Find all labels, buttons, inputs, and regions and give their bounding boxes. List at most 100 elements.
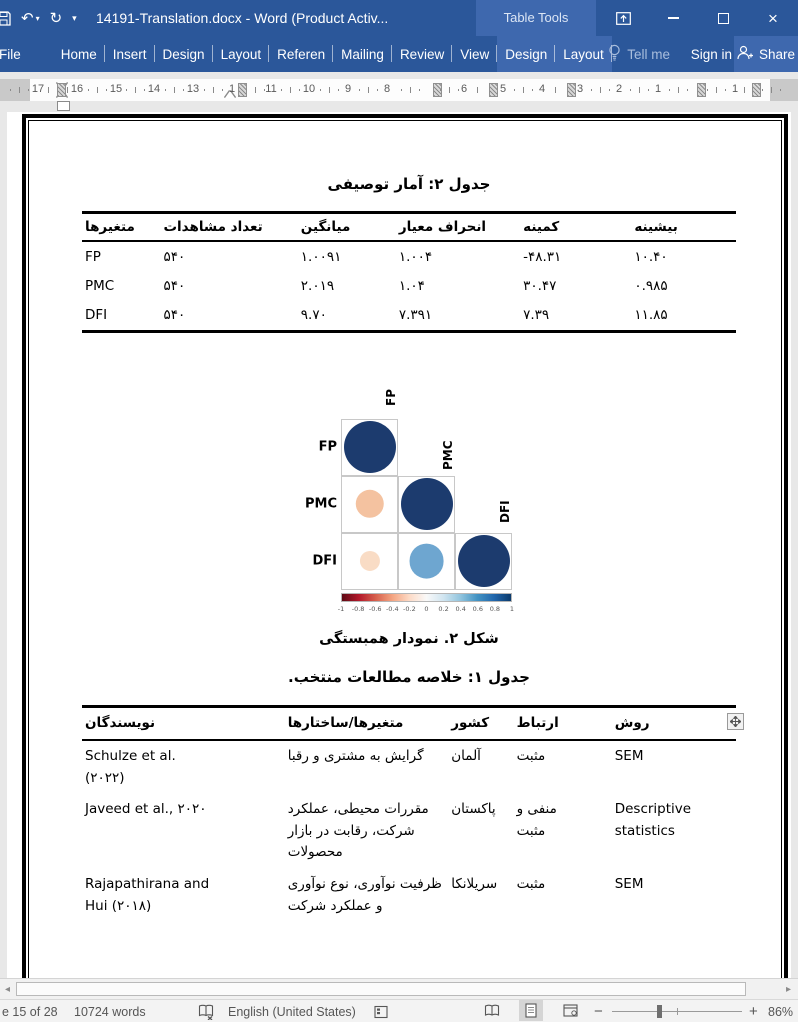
share-button[interactable]: Share (734, 36, 798, 72)
column-header: متغیرها (85, 219, 135, 235)
tab-home[interactable]: Home (53, 36, 105, 72)
table2-title: جدول ۲: آمار توصیفی (327, 175, 491, 193)
table-tools-label: Table Tools (476, 0, 596, 36)
page-content: جدول ۲: آمار توصیفی متغیرها تعداد مشاهدات… (29, 121, 781, 1020)
colorbar-tick: -0.2 (403, 604, 416, 613)
left-indent-marker[interactable] (57, 101, 70, 111)
undo-icon[interactable]: ↶ ▾ (21, 10, 40, 27)
ruler-dot (457, 89, 459, 91)
tell-me-box[interactable]: Tell me (608, 36, 670, 72)
read-mode-view-icon[interactable] (480, 1000, 504, 1021)
ruler-dot (725, 89, 726, 91)
table-cell: SEM (614, 748, 644, 765)
table-cell: FP (85, 248, 101, 265)
ruler-tick (212, 87, 214, 93)
ribbon-tab-row: File Home Insert Design Layout Referen M… (0, 36, 798, 72)
save-icon[interactable] (0, 10, 11, 26)
table-column-marker[interactable] (567, 83, 576, 97)
table-cell: ۱.۰۰۹۱ (300, 248, 342, 265)
proofing-errors-icon[interactable] (198, 1000, 214, 1022)
tab-design[interactable]: Design (155, 36, 213, 72)
table-cell: آلمان (451, 748, 481, 765)
corr-row-label: PMC (304, 496, 337, 512)
redo-icon[interactable]: ↻ (49, 10, 63, 27)
table-column-marker[interactable] (433, 83, 442, 97)
ruler-number: 8 (383, 83, 391, 95)
table-cell: ۳۰.۴۷ (523, 278, 557, 294)
horizontal-scrollbar[interactable]: ◂ ▸ (0, 978, 798, 999)
window-controls: × (598, 0, 798, 36)
document-page[interactable]: جدول ۲: آمار توصیفی متغیرها تعداد مشاهدات… (7, 112, 791, 1021)
qat-customize-icon[interactable]: ▾ (72, 12, 77, 23)
tab-file[interactable]: File (0, 46, 21, 62)
close-icon[interactable]: × (768, 8, 778, 28)
ruler-dot (629, 89, 631, 91)
table-move-handle-icon[interactable] (727, 713, 744, 730)
colorbar-legend (341, 592, 512, 602)
column-header: ارتباط (516, 714, 559, 731)
scroll-left-icon[interactable]: ◂ (4, 984, 11, 995)
table-cell: مثبت (516, 748, 546, 765)
table-cell: ۱.۰۰۴ (398, 248, 433, 265)
ruler-number: 3 (576, 83, 584, 95)
table-cell: ۵۴۰ (163, 248, 186, 265)
word-count-status[interactable]: 10724 words (74, 1004, 146, 1019)
tab-table-design[interactable]: Design (497, 36, 556, 72)
ruler-tick (522, 87, 524, 93)
tab-mailings[interactable]: Mailing (333, 36, 392, 72)
page-border-outer: جدول ۲: آمار توصیفی متغیرها تعداد مشاهدات… (22, 114, 788, 1021)
page-border-inner: جدول ۲: آمار توصیفی متغیرها تعداد مشاهدات… (28, 120, 782, 1021)
language-status[interactable]: English (United States) (228, 1004, 356, 1019)
ruler-dot (263, 89, 265, 91)
ruler-tick (135, 87, 136, 93)
ruler-number: 16 (70, 83, 84, 95)
ribbon-display-options-icon[interactable] (598, 0, 648, 36)
tab-references[interactable]: Referen (269, 36, 334, 72)
scroll-right-icon[interactable]: ▸ (785, 984, 792, 995)
ruler-dot (245, 89, 247, 91)
corr-cell (341, 418, 398, 476)
tab-insert[interactable]: Insert (105, 36, 155, 72)
zoom-out-icon[interactable]: − (594, 1003, 603, 1020)
table-column-marker[interactable] (697, 83, 706, 97)
indent-marker[interactable] (225, 91, 235, 98)
sign-in-button[interactable]: Sign in (690, 46, 732, 62)
title-bar: ↶ ▾ ↻ ▾ 14191-Translation.docx - Word (Pr… (0, 0, 798, 36)
maximize-icon[interactable] (698, 0, 748, 36)
column-header: کشور (451, 714, 490, 731)
tab-table-layout[interactable]: Layout (555, 36, 612, 72)
ruler-dot (419, 89, 420, 91)
corr-circle (355, 489, 384, 519)
corr-cell (398, 532, 455, 590)
ruler-dot (647, 89, 649, 91)
page-number-status[interactable]: e 15 of 28 (2, 1004, 58, 1019)
zoom-in-icon[interactable]: + (749, 1003, 758, 1020)
column-header: روش (614, 714, 650, 731)
colorbar-tick: -0.8 (351, 604, 365, 613)
tab-view[interactable]: View (452, 36, 498, 72)
colorbar-tick: 0.8 (489, 604, 501, 613)
zoom-slider[interactable] (612, 1005, 742, 1018)
zoom-percentage[interactable]: 86% (768, 1004, 794, 1019)
table-column-marker[interactable] (57, 83, 66, 97)
table-column-marker[interactable] (489, 83, 498, 97)
ruler-tick (716, 87, 717, 93)
ruler-dot (28, 89, 29, 91)
print-layout-view-icon[interactable] (519, 1000, 543, 1021)
table-column-marker[interactable] (752, 83, 761, 97)
ruler[interactable]: 17 16 15 14 13 1 11 10 9 8 6 5 4 3 2 1 1 (0, 79, 798, 101)
column-header: انحراف معیار (398, 219, 487, 235)
ruler-number: 6 (460, 83, 468, 95)
undo-dropdown-icon[interactable]: ▾ (35, 13, 40, 23)
corr-circle (359, 550, 380, 572)
descriptive-statistics-table: متغیرها تعداد مشاهدات میانگین انحراف معیار ک… (82, 211, 736, 333)
minimize-icon[interactable] (648, 0, 698, 36)
macro-record-icon[interactable] (374, 1000, 389, 1022)
tab-layout[interactable]: Layout (213, 36, 270, 72)
scrollbar-thumb[interactable] (16, 982, 746, 996)
web-layout-view-icon[interactable] (558, 1000, 582, 1021)
table-column-marker[interactable] (238, 83, 247, 97)
ruler-number: 9 (344, 83, 352, 95)
tab-review[interactable]: Review (392, 36, 453, 72)
zoom-slider-thumb[interactable] (657, 1005, 662, 1018)
